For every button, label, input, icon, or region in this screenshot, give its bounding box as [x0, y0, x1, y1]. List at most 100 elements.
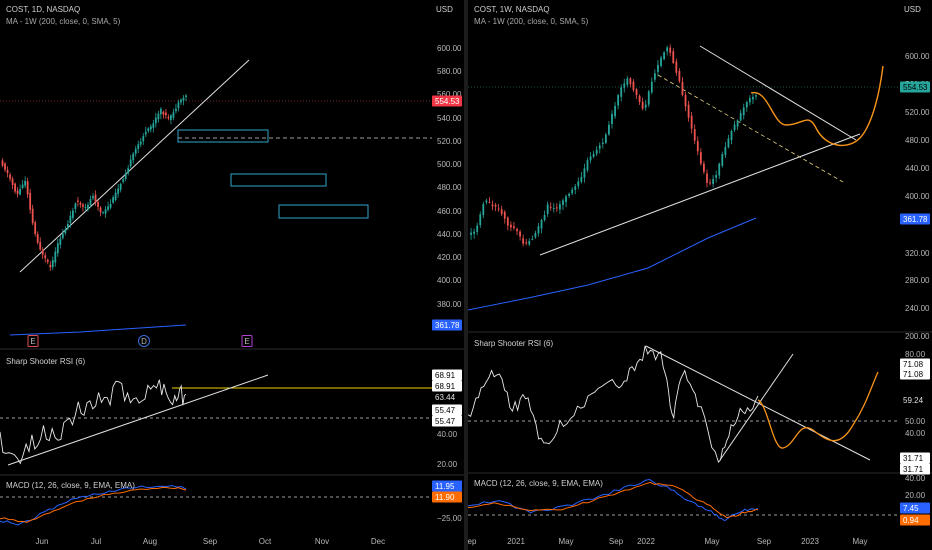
left-signal-badge: 11.90 — [435, 493, 455, 502]
left-candle — [31, 208, 34, 224]
right-dashed-channel — [657, 74, 844, 183]
right-candle — [755, 95, 757, 97]
left-candle — [11, 178, 14, 185]
event-marker-label: E — [244, 337, 249, 346]
right-signal-badge-bg — [900, 514, 930, 526]
right-candle — [601, 142, 604, 145]
left-macd-title: MACD (12, 26, close, 9, EMA, EMA) — [6, 481, 135, 490]
dividend-marker-icon — [138, 335, 150, 347]
left-candle — [36, 234, 39, 243]
left-time-label: Jul — [91, 537, 101, 546]
right-ma-line — [468, 217, 757, 311]
right-candle — [470, 232, 472, 235]
left-signal-badge-bg — [432, 491, 462, 503]
right-candle — [739, 112, 742, 121]
right-macd-line — [468, 479, 759, 522]
right-rsi-badge-bg — [900, 368, 930, 380]
right-candle — [528, 240, 531, 245]
right-time-label: 2023 — [801, 537, 819, 546]
left-candle — [154, 117, 157, 124]
left-candle — [185, 95, 187, 98]
right-candle — [571, 189, 574, 194]
left-rsi-badge-bg — [432, 404, 462, 416]
right-time-label: 2021 — [507, 537, 525, 546]
right-price-tick: 240.00 — [905, 304, 930, 313]
left-macd-badge-bg — [432, 480, 462, 492]
left-candle — [54, 251, 57, 263]
right-signal-badge: 0.94 — [903, 516, 919, 525]
right-chart-canvas[interactable]: 600.00560.00520.00480.00440.00400.00320.… — [468, 0, 932, 550]
right-price-tick: 400.00 — [905, 192, 930, 201]
left-rsi-badge-bg — [432, 369, 462, 381]
right-candle — [494, 204, 497, 207]
left-candle — [142, 136, 145, 142]
left-chart-pane[interactable]: 600.00 580.00 560.00 540.00 520.00 500.00 480.… — [0, 0, 464, 550]
right-rsi-tick: 50.00 — [905, 417, 926, 426]
right-candle — [552, 207, 555, 209]
right-candle — [712, 179, 715, 184]
left-candle — [97, 201, 99, 207]
left-macd-tick: −25.00 — [437, 514, 462, 523]
left-candle — [127, 168, 130, 174]
right-macd-badge: 7.45 — [903, 504, 919, 513]
right-chart-pane[interactable]: 600.00560.00520.00480.00440.00400.00320.… — [468, 0, 932, 550]
left-target-box-2 — [230, 173, 327, 187]
left-macd-line — [0, 485, 187, 526]
right-candle — [684, 95, 687, 107]
left-rsi-badge: 68.91 — [435, 371, 456, 380]
right-candle — [516, 228, 518, 232]
right-candle — [718, 163, 721, 176]
right-candle — [611, 113, 613, 125]
left-rsi-badge-bg — [432, 380, 462, 392]
left-price-tick: 580.00 — [437, 67, 462, 76]
right-candle — [497, 208, 500, 210]
left-ma-badge-bg — [432, 319, 462, 331]
left-time-label: Sep — [203, 537, 218, 546]
left-candle — [157, 113, 160, 120]
left-candle — [49, 264, 52, 268]
right-candle — [485, 200, 488, 203]
right-candle — [687, 104, 690, 118]
left-candle — [84, 207, 87, 209]
left-time-label: Aug — [143, 537, 157, 546]
right-price-badge: 554.53 — [903, 83, 928, 92]
left-price-tick: 540.00 — [437, 114, 462, 123]
right-candle — [555, 207, 558, 209]
right-rsi-badge-bg — [900, 358, 930, 370]
right-candle — [644, 104, 647, 108]
right-candle — [509, 224, 512, 228]
right-candle — [641, 101, 644, 109]
right-macd-badge-bg — [900, 502, 930, 514]
right-candle — [513, 226, 515, 229]
right-time-label: Sep — [609, 537, 624, 546]
right-price-tick: 520.00 — [905, 108, 930, 117]
left-candle — [132, 153, 135, 161]
right-candle — [479, 214, 482, 226]
right-candle — [669, 47, 672, 53]
right-candle — [537, 226, 540, 234]
right-candle — [540, 219, 543, 229]
left-candle — [39, 242, 42, 250]
left-time-label: Oct — [259, 537, 272, 546]
pane-divider[interactable] — [464, 0, 468, 550]
right-macd-signal — [468, 481, 759, 519]
right-candle — [666, 47, 669, 52]
right-time-label: Sep — [757, 537, 772, 546]
right-candle — [482, 203, 485, 216]
left-currency-label: USD — [436, 5, 453, 14]
left-candle — [137, 144, 140, 149]
left-candle — [74, 203, 77, 209]
left-candle — [162, 111, 165, 115]
right-candle — [715, 174, 718, 178]
right-candle — [531, 238, 534, 240]
right-candle — [476, 225, 479, 232]
left-candle — [66, 223, 69, 229]
left-candle — [117, 188, 120, 194]
right-candle — [525, 242, 528, 244]
left-rsi-tick: 20.00 — [437, 460, 458, 469]
right-time-label: May — [558, 537, 573, 546]
left-time-label: Nov — [315, 537, 329, 546]
right-rsi-title: Sharp Shooter RSI (6) — [474, 339, 554, 348]
left-chart-canvas[interactable]: 600.00 580.00 560.00 540.00 520.00 500.00 480.… — [0, 0, 464, 550]
right-candle — [549, 206, 552, 208]
